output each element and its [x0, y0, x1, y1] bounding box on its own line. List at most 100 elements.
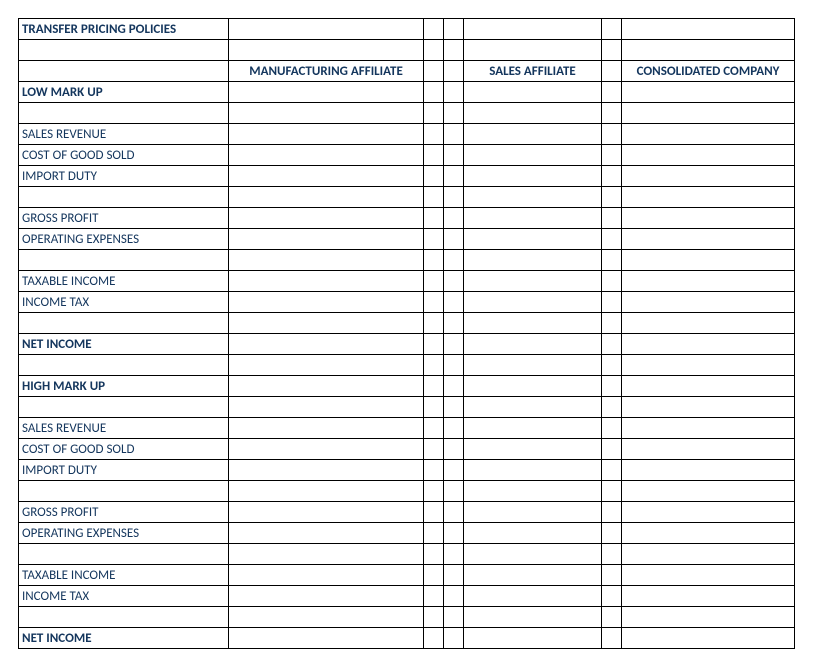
cell [464, 103, 602, 124]
cell [622, 19, 795, 40]
cell [602, 208, 622, 229]
cell [424, 124, 444, 145]
cell [424, 187, 444, 208]
cell [444, 145, 464, 166]
cell [622, 313, 795, 334]
section-heading-low: LOW MARK UP [19, 82, 229, 103]
cell [602, 586, 622, 607]
cell [622, 523, 795, 544]
cell [229, 187, 424, 208]
column-header-consolidated: CONSOLIDATED COMPANY [622, 61, 795, 82]
cell [464, 82, 602, 103]
cell [229, 607, 424, 628]
table-row: NET INCOME [19, 334, 795, 355]
cell [424, 523, 444, 544]
table-row: NET INCOME [19, 628, 795, 649]
cell [464, 166, 602, 187]
cell [602, 292, 622, 313]
cell [464, 208, 602, 229]
cell [464, 145, 602, 166]
column-header-manufacturing: MANUFACTURING AFFILIATE [229, 61, 424, 82]
table-row: INCOME TAX [19, 586, 795, 607]
table-row [19, 397, 795, 418]
cell [229, 628, 424, 649]
cell [622, 607, 795, 628]
cell [229, 586, 424, 607]
cell [424, 61, 444, 82]
cell [229, 124, 424, 145]
cell [464, 229, 602, 250]
row-label-net-income-low: NET INCOME [19, 334, 229, 355]
cell [229, 355, 424, 376]
cell [424, 208, 444, 229]
cell [19, 250, 229, 271]
cell [444, 481, 464, 502]
cell [229, 229, 424, 250]
cell [602, 565, 622, 586]
cell [622, 334, 795, 355]
cell [622, 355, 795, 376]
cell [424, 397, 444, 418]
cell [444, 628, 464, 649]
cell [602, 124, 622, 145]
cell [602, 19, 622, 40]
cell [464, 439, 602, 460]
cell [622, 229, 795, 250]
cell [602, 544, 622, 565]
cell [602, 271, 622, 292]
cell [602, 355, 622, 376]
table-row [19, 187, 795, 208]
cell [444, 82, 464, 103]
cell [444, 103, 464, 124]
cell [229, 103, 424, 124]
table-row [19, 607, 795, 628]
cell [444, 19, 464, 40]
row-label-net-income-high: NET INCOME [19, 628, 229, 649]
table-row: INCOME TAX [19, 292, 795, 313]
cell [424, 565, 444, 586]
cell [464, 418, 602, 439]
cell [444, 376, 464, 397]
cell [444, 208, 464, 229]
cell [424, 166, 444, 187]
cell [19, 397, 229, 418]
cell [424, 250, 444, 271]
cell [444, 586, 464, 607]
row-label: SALES REVENUE [19, 418, 229, 439]
cell [424, 628, 444, 649]
cell [602, 40, 622, 61]
table-row: GROSS PROFIT [19, 502, 795, 523]
cell [464, 586, 602, 607]
table-row: COST OF GOOD SOLD [19, 439, 795, 460]
cell [464, 460, 602, 481]
cell [464, 19, 602, 40]
table-row [19, 103, 795, 124]
cell [19, 355, 229, 376]
cell [622, 187, 795, 208]
cell [602, 607, 622, 628]
cell [19, 481, 229, 502]
transfer-pricing-table: TRANSFER PRICING POLICIES MANUFACTURING … [18, 18, 795, 649]
cell [444, 166, 464, 187]
cell [424, 439, 444, 460]
row-label: INCOME TAX [19, 292, 229, 313]
cell [602, 418, 622, 439]
row-label: INCOME TAX [19, 586, 229, 607]
cell [444, 418, 464, 439]
cell [622, 145, 795, 166]
cell [602, 61, 622, 82]
table-row: OPERATING EXPENSES [19, 523, 795, 544]
cell [444, 439, 464, 460]
table-row: IMPORT DUTY [19, 460, 795, 481]
row-label: OPERATING EXPENSES [19, 229, 229, 250]
cell [464, 565, 602, 586]
cell [444, 61, 464, 82]
cell [602, 481, 622, 502]
cell [622, 565, 795, 586]
cell [602, 250, 622, 271]
table-row: SALES REVENUE [19, 124, 795, 145]
cell [602, 376, 622, 397]
cell [229, 376, 424, 397]
cell [444, 229, 464, 250]
column-header-sales: SALES AFFILIATE [464, 61, 602, 82]
